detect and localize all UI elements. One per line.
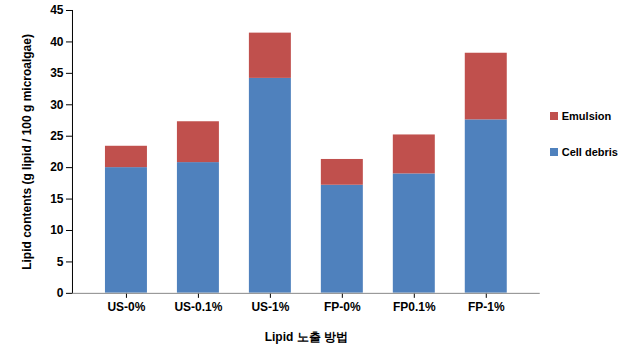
svg-text:US-0%: US-0% [107,300,145,314]
svg-text:0: 0 [57,286,64,300]
svg-text:40: 40 [50,35,64,49]
svg-text:30: 30 [50,98,64,112]
svg-text:5: 5 [57,255,64,269]
svg-text:US-0.1%: US-0.1% [174,300,222,314]
svg-text:45: 45 [50,3,64,17]
svg-text:FP-1%: FP-1% [468,300,505,314]
html-text:Emulsion: Emulsion [561,110,612,122]
svg-text:25: 25 [50,129,64,143]
svg-text:FP-0%: FP-0% [324,300,361,314]
html-text:Cell debris: Cell debris [561,146,618,158]
svg-text:US-1%: US-1% [251,300,289,314]
svg-text:10: 10 [50,223,64,237]
svg-text:35: 35 [50,66,64,80]
svg-text:20: 20 [50,160,64,174]
svg-text:15: 15 [50,192,64,206]
svg-text:FP0.1%: FP0.1% [393,300,436,314]
svg-text:Lipid contents (g lipid / 100: Lipid contents (g lipid / 100 g microalg… [20,34,34,270]
svg-text:Lipid 노출 방법: Lipid 노출 방법 [265,330,348,344]
